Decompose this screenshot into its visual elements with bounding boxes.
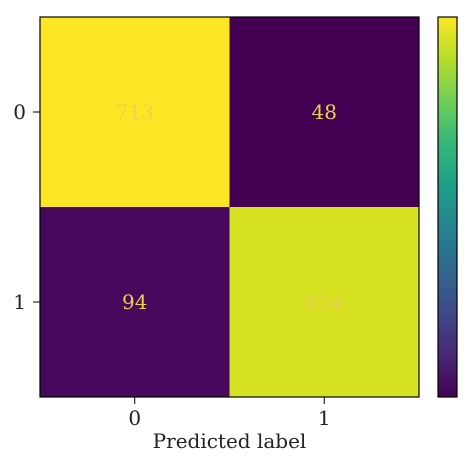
cell-value-label: 94 — [122, 290, 147, 314]
y-tick-label: 1 — [13, 290, 26, 314]
matrix-cell — [40, 207, 230, 397]
matrix-cell — [229, 207, 419, 397]
matrix-cell — [229, 17, 419, 207]
cell-value-label: 48 — [312, 100, 337, 124]
colorbar — [437, 16, 458, 398]
x-axis-label: Predicted label — [153, 429, 307, 453]
matrix-cell — [40, 17, 230, 207]
cell-value-label: 713 — [116, 100, 154, 124]
cell-value-label: 634 — [305, 290, 343, 314]
x-tick-label: 0 — [128, 406, 141, 430]
x-tick-label: 1 — [318, 406, 331, 430]
y-tick-label: 0 — [13, 100, 26, 124]
plot-frame — [39, 16, 420, 398]
